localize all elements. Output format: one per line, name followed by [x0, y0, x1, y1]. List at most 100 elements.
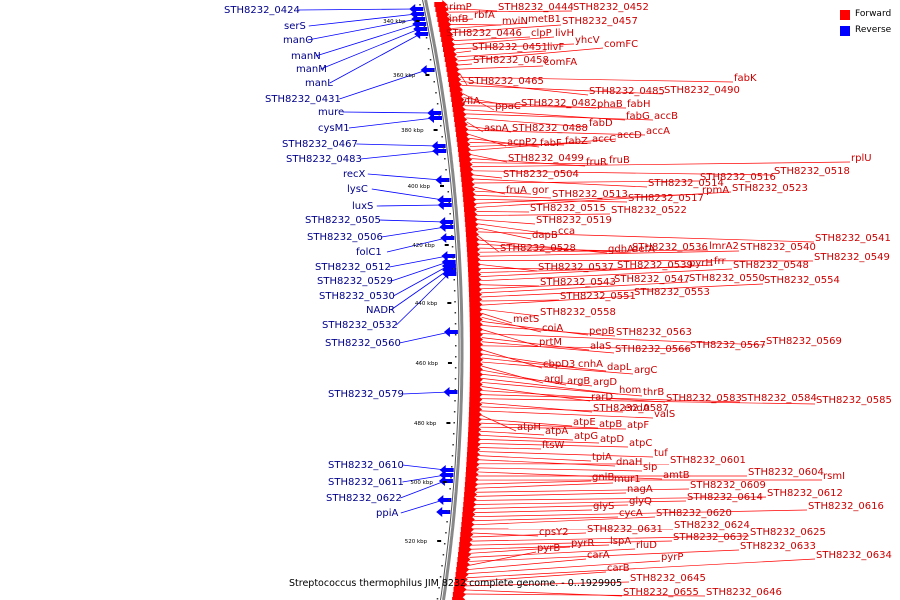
forward-gene-arrow	[467, 445, 481, 454]
label-connector-lines	[298, 3, 851, 597]
forward-label-connector	[480, 264, 714, 277]
forward-label-connector	[476, 482, 614, 489]
forward-gene-arrow	[463, 500, 477, 509]
reverse-gene-arrow	[431, 141, 446, 151]
forward-label-connector	[476, 480, 592, 485]
reverse-gene-label: STH8232_0512	[315, 262, 391, 273]
forward-label-connector	[478, 247, 632, 252]
reverse-gene-label: lysC	[347, 184, 368, 195]
forward-gene-label: rluD	[636, 540, 657, 551]
reverse-gene-label: STH8232_0505	[305, 215, 381, 226]
forward-gene-label: fabZ	[565, 136, 588, 147]
forward-gene-arrow	[454, 575, 468, 584]
forward-gene-label: STH8232_0553	[634, 287, 710, 298]
forward-label-connector	[478, 451, 654, 458]
reverse-label-connector	[308, 13, 417, 27]
forward-gene-label: STH8232_0601	[670, 455, 746, 466]
reverse-gene-label: STH8232_0560	[325, 338, 401, 349]
reverse-gene-labels: STH8232_0424 serS manO manN manM manL STH8232_…	[224, 5, 404, 519]
forward-gene-label: STH8232_0624	[674, 520, 750, 531]
reverse-gene-arrow	[440, 233, 455, 243]
forward-gene-label: argC	[634, 365, 657, 376]
forward-label-connector	[477, 231, 815, 243]
forward-label-connector	[472, 170, 774, 176]
forward-gene-label: STH8232_0539	[617, 260, 693, 271]
forward-label-connector	[464, 105, 627, 109]
forward-gene-label: STH8232_0625	[750, 527, 826, 538]
forward-gene-label: livH	[555, 28, 574, 39]
forward-gene-label: gor	[532, 185, 549, 196]
forward-gene-label: STH8232_0633	[740, 541, 816, 552]
forward-gene-label: atpA	[545, 426, 568, 437]
forward-gene-label: alaS	[590, 341, 611, 352]
forward-gene-label: livF	[547, 42, 564, 53]
forward-gene-arrow	[464, 480, 478, 489]
reverse-label-connector	[399, 331, 450, 344]
forward-label-connector	[469, 142, 592, 147]
reverse-label-connector	[376, 204, 444, 207]
forward-gene-label: STH8232_0554	[764, 275, 840, 286]
forward-gene-label: STH8232_0543	[540, 277, 616, 288]
forward-gene-label: rpmA	[702, 185, 729, 196]
reverse-label-connector	[400, 499, 444, 514]
tick-label: 380 kbp	[401, 128, 424, 134]
forward-label-connector	[470, 138, 617, 151]
reverse-gene-arrow	[437, 495, 452, 505]
forward-label-connector	[468, 549, 740, 562]
forward-gene-label: STH8232_0541	[815, 233, 891, 244]
forward-label-connector	[473, 174, 503, 179]
forward-label-connector	[481, 283, 764, 298]
map-caption: Streptococcus thermophilus JIM 8232 comp…	[289, 578, 623, 589]
forward-gene-label: cbpD3	[543, 359, 575, 370]
reverse-gene-arrow	[427, 108, 442, 118]
forward-gene-labels: rimP STH8232_0444 STH8232_0452 infB rbfA mviN…	[446, 2, 892, 598]
forward-gene-arrow	[467, 440, 481, 449]
forward-gene-label: STH8232_0499	[508, 153, 584, 164]
forward-gene-arrow	[466, 465, 480, 474]
forward-gene-label: STH8232_0482	[521, 98, 597, 109]
forward-label-connector	[479, 250, 740, 257]
forward-gene-label: argD	[593, 377, 617, 388]
reverse-gene-label: STH8232_0424	[224, 5, 300, 16]
forward-gene-arrow	[468, 425, 482, 434]
reverse-gene-label: manM	[296, 64, 327, 75]
reverse-label-connector	[386, 237, 447, 253]
reverse-gene-arrow	[428, 113, 442, 123]
reverse-gene-label: manL	[305, 78, 333, 89]
reverse-legend-swatch	[840, 26, 850, 36]
reverse-gene-arrow	[443, 327, 458, 337]
forward-gene-label: lspA	[610, 536, 631, 547]
forward-label-connector	[468, 551, 537, 566]
forward-gene-label: valS	[654, 409, 675, 420]
forward-label-connector	[474, 186, 506, 195]
forward-gene-label: carA	[587, 550, 610, 561]
forward-gene-label: atpH	[517, 422, 541, 433]
forward-gene-label: mur1	[614, 474, 641, 485]
reverse-label-connector	[379, 219, 446, 223]
forward-gene-label: STH8232_0558	[540, 307, 616, 318]
forward-label-connector	[479, 249, 709, 253]
forward-label-connector	[480, 268, 733, 282]
forward-label-connector	[480, 410, 654, 419]
forward-label-connector	[478, 459, 616, 467]
forward-label-connector	[471, 158, 586, 167]
forward-gene-label: STH8232_0587	[593, 403, 669, 414]
forward-gene-arrow	[457, 555, 471, 564]
forward-label-connector	[481, 308, 540, 317]
forward-gene-arrow	[455, 570, 469, 579]
forward-gene-label: STH8232_0609	[690, 480, 766, 491]
forward-label-connector	[474, 190, 532, 195]
forward-label-connector	[481, 369, 567, 386]
forward-label-connector	[447, 7, 498, 12]
forward-gene-arrow	[466, 450, 480, 459]
forward-gene-label: thrB	[643, 387, 664, 398]
forward-gene-label: STH8232_0646	[706, 587, 782, 598]
forward-gene-label: phaB	[597, 99, 623, 110]
forward-label-connector	[480, 418, 573, 427]
forward-label-connector	[478, 455, 592, 462]
forward-gene-label: STH8232_0583	[666, 393, 742, 404]
forward-gene-label: STH8232_0612	[767, 488, 843, 499]
forward-label-connector	[481, 333, 766, 346]
forward-gene-label: pyrR	[571, 538, 594, 549]
forward-gene-label: STH8232_0547	[614, 274, 690, 285]
